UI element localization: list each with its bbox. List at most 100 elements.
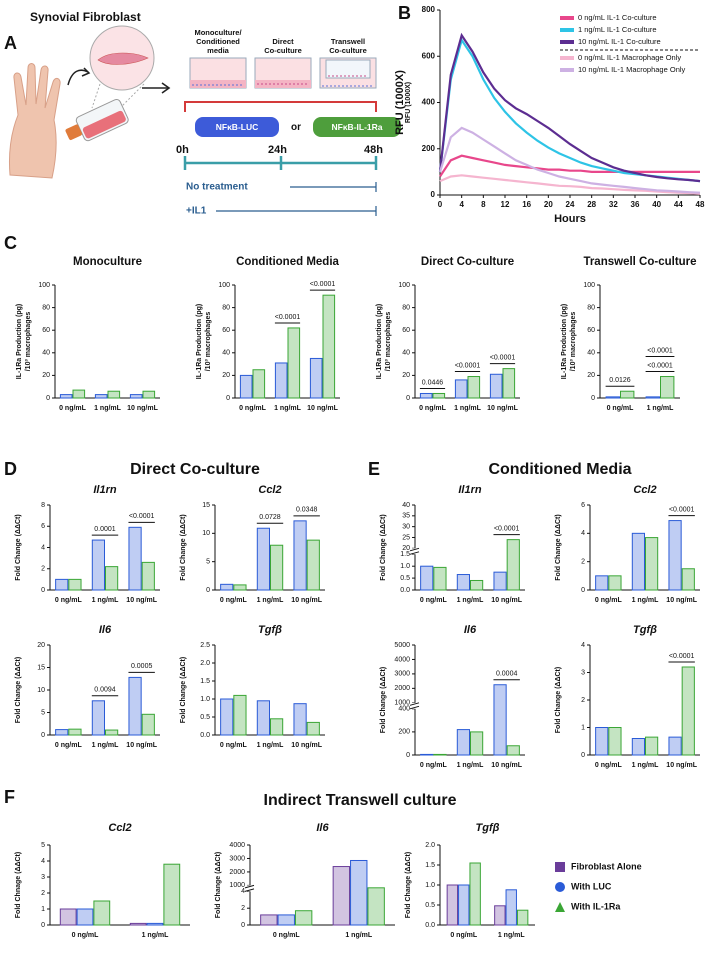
x-tick-label: 1 ng/mL: [345, 932, 373, 939]
y-tick-label: 20: [222, 372, 230, 379]
x-tick-label: 36: [631, 200, 640, 209]
y-tick-label: 25: [402, 534, 410, 541]
y-tick-label: 1000: [229, 882, 245, 889]
zoom-line: [119, 83, 145, 109]
x-tick-label: 1 ng/mL: [457, 597, 485, 604]
p-value: 0.0005: [131, 663, 153, 670]
y-axis-label: Fold Change (ΔΔCt): [405, 852, 412, 918]
y-tick-label: 35: [402, 513, 410, 520]
bar: [141, 561, 155, 591]
y-tick-label: 40: [222, 350, 230, 357]
y-tick-label: 400: [422, 98, 436, 107]
bar: [506, 745, 520, 756]
bar: [252, 369, 266, 399]
well: [319, 57, 377, 89]
y-tick-label: 0: [241, 922, 245, 929]
y-tick-label: 20: [402, 545, 410, 552]
section-title: Indirect Transwell culture: [264, 792, 457, 809]
bar: [332, 866, 351, 926]
p-value: <0.0001: [647, 347, 673, 354]
x-tick-label: 10 ng/mL: [491, 597, 522, 604]
legend-label: 10 ng/mL IL-1 Co-culture: [578, 37, 661, 46]
legend-label: Fibroblast Alone: [571, 861, 642, 871]
bar: [55, 578, 69, 591]
x-tick-label: 0 ng/mL: [419, 405, 447, 412]
y-tick-label: 4000: [229, 842, 245, 849]
y-tick-label: 1: [41, 906, 45, 913]
y-tick-label: 600: [422, 51, 436, 60]
x-tick-label: 24: [566, 200, 575, 209]
bar: [456, 574, 470, 591]
y-tick-label: 40: [402, 350, 410, 357]
bar: [367, 887, 385, 926]
y-tick-label: 6: [581, 502, 585, 509]
bracket: [184, 101, 377, 112]
well: [254, 57, 312, 89]
timepoint: 0h: [176, 144, 189, 156]
bar: [506, 539, 520, 591]
y-tick-label: 0: [226, 395, 230, 402]
bar: [270, 544, 284, 591]
fibroblast-cell: [97, 52, 149, 65]
section-title: Direct Co-culture: [130, 461, 260, 478]
bar: [668, 520, 682, 591]
p-value: 0.0094: [94, 687, 116, 694]
x-tick-label: 12: [501, 200, 510, 209]
x-tick-label: 40: [652, 200, 661, 209]
panel-label: B: [398, 3, 411, 23]
x-tick-label: 1 ng/mL: [498, 932, 526, 939]
p-value: <0.0001: [669, 653, 695, 660]
y-axis-label: IL-1Ra Production (pg): [16, 304, 23, 379]
legend-label: 0 ng/mL IL-1 Macrophage Only: [578, 53, 681, 62]
y-tick-label: 0: [46, 395, 50, 402]
y-tick-label: 3: [41, 874, 45, 881]
y-axis-label: Fold Chnage (ΔΔCt): [15, 852, 22, 918]
bar: [322, 294, 336, 399]
y-tick-label: 3: [581, 669, 585, 676]
y-tick-label: 4: [581, 642, 585, 649]
x-tick-label: 28: [587, 200, 596, 209]
bar: [458, 884, 470, 926]
chart-title: Il1rn: [93, 484, 117, 496]
bar: [306, 539, 320, 591]
y-tick-label: 0: [591, 395, 595, 402]
x-tick-label: 1 ng/mL: [92, 597, 120, 604]
bar: [432, 392, 446, 399]
x-tick-label: 0 ng/mL: [420, 597, 448, 604]
p-value: 0.0348: [296, 507, 318, 514]
y-tick-label: 0: [406, 752, 410, 759]
bar: [142, 390, 156, 399]
schematic: Synovial Fibroblast Monoculture/ Conditi…: [9, 10, 401, 217]
bar: [91, 700, 106, 736]
bar: [105, 566, 119, 591]
y-tick-label: 60: [222, 327, 230, 334]
bar: [420, 753, 434, 756]
axis-break: [410, 548, 420, 555]
chart-title: Monoculture: [73, 256, 142, 268]
bar: [141, 713, 155, 736]
well-label: Co-culture: [264, 46, 302, 55]
line: [438, 126, 701, 194]
y-tick-label: 0.5: [200, 714, 210, 721]
x-tick-label: 1 ng/mL: [92, 742, 120, 749]
bar: [306, 721, 320, 736]
bar: [293, 703, 307, 736]
y-tick-label: 100: [583, 282, 595, 289]
y-tick-label: 0: [431, 190, 436, 199]
x-tick-label: 0 ng/mL: [72, 932, 100, 939]
bar: [129, 394, 143, 399]
y-tick-label: 80: [587, 304, 595, 311]
x-tick-label: 0 ng/mL: [450, 932, 478, 939]
line: [438, 32, 701, 183]
chart-title: Tgfβ: [258, 624, 282, 636]
x-tick-label: 1 ng/mL: [274, 405, 302, 412]
y-tick-label: 2: [41, 890, 45, 897]
y-axis-label: Fold Change (ΔΔCt): [380, 667, 387, 733]
x-tick-label: 0 ng/mL: [595, 762, 623, 769]
y-tick-label: 5: [41, 842, 45, 849]
y-tick-label: 4: [241, 888, 245, 895]
y-tick-label: 60: [402, 327, 410, 334]
reporter-label: NFκB-IL-1Ra: [331, 122, 382, 132]
x-tick-label: 10 ng/mL: [666, 597, 697, 604]
y-tick-label: 10: [37, 687, 45, 694]
